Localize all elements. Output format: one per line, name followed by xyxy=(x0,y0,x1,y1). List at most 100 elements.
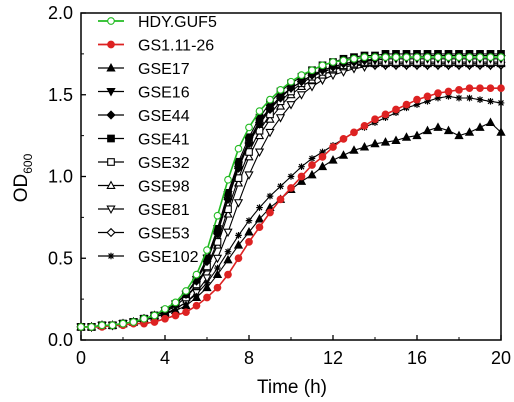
y-tick-label: 2.0 xyxy=(48,3,73,23)
data-point xyxy=(275,101,286,110)
y-tick-label: 0.5 xyxy=(48,248,73,268)
data-point xyxy=(392,53,400,61)
data-point xyxy=(161,305,169,313)
x-axis-ticks: 0 4 8 12 16 20 xyxy=(76,335,511,368)
data-point xyxy=(464,127,475,136)
data-point xyxy=(371,115,379,124)
legend-item: HDY.GUF5 xyxy=(98,14,217,31)
data-point xyxy=(276,195,285,204)
legend-marker xyxy=(106,180,116,189)
legend-item: GS1.11-26 xyxy=(98,38,214,55)
legend-marker xyxy=(107,134,115,143)
data-point xyxy=(329,58,337,66)
data-point xyxy=(318,153,327,161)
data-point xyxy=(497,84,505,93)
series-layer xyxy=(76,50,506,332)
data-point xyxy=(245,238,253,246)
data-point xyxy=(350,54,358,63)
data-point xyxy=(381,53,390,61)
data-point xyxy=(486,53,495,61)
data-point xyxy=(391,135,401,144)
x-tick-label: 0 xyxy=(76,348,86,368)
legend-item: GSE17 xyxy=(98,61,190,78)
data-point xyxy=(476,84,484,93)
legend-item: GSE102 xyxy=(98,249,199,266)
data-point xyxy=(486,84,495,93)
data-point xyxy=(350,128,358,137)
data-point xyxy=(338,150,349,159)
x-tick-label: 12 xyxy=(323,348,343,368)
y-axis-ticks: 0.0 0.5 1.0 1.5 2.0 xyxy=(48,3,86,350)
x-tick-label: 8 xyxy=(244,348,254,368)
data-point xyxy=(423,92,432,101)
data-point xyxy=(286,101,296,110)
data-point xyxy=(485,117,496,126)
data-point xyxy=(254,213,265,223)
data-point xyxy=(296,91,307,100)
data-point xyxy=(497,99,505,107)
x-tick-label: 16 xyxy=(407,348,427,368)
data-point xyxy=(424,97,431,105)
data-point xyxy=(371,53,379,61)
y-axis-label-main: OD xyxy=(11,174,32,203)
data-point xyxy=(476,96,484,103)
data-point xyxy=(454,130,464,140)
data-point xyxy=(434,53,442,61)
data-point xyxy=(87,323,96,331)
data-point xyxy=(192,301,201,310)
data-point xyxy=(308,155,316,162)
legend: HDY.GUF5 GS1.11-26 GSE17 GSE16 GSE44 GSE41 GSE… xyxy=(98,14,217,266)
data-point xyxy=(443,125,454,135)
legend-item: GSE41 xyxy=(98,132,190,149)
data-point xyxy=(380,137,391,146)
data-point xyxy=(297,71,306,79)
data-point xyxy=(359,142,370,151)
data-point xyxy=(265,114,275,123)
data-point xyxy=(298,163,305,170)
data-point xyxy=(266,95,274,104)
data-point xyxy=(496,127,506,136)
data-point xyxy=(255,223,264,232)
data-point xyxy=(224,175,232,184)
legend-label: GSE102 xyxy=(138,249,199,266)
data-point xyxy=(254,117,265,126)
legend-label: GSE17 xyxy=(138,61,190,78)
data-point xyxy=(307,83,317,92)
data-point xyxy=(212,254,223,264)
legend-marker xyxy=(106,62,116,72)
legend-marker xyxy=(106,205,116,215)
data-point xyxy=(402,100,411,109)
legend-marker xyxy=(107,252,115,260)
data-point xyxy=(171,298,180,307)
data-point xyxy=(445,93,452,100)
data-point xyxy=(214,264,221,272)
legend-item: GSE98 xyxy=(98,179,190,196)
data-point xyxy=(212,269,223,279)
data-point xyxy=(319,148,326,156)
data-point xyxy=(466,94,473,102)
data-point xyxy=(202,254,212,264)
data-point xyxy=(182,287,190,295)
legend-label: GS1.11-26 xyxy=(138,38,214,55)
data-point xyxy=(275,114,286,123)
data-point xyxy=(202,282,212,292)
series-GSE17 xyxy=(76,117,506,331)
data-point xyxy=(276,85,285,94)
data-point xyxy=(223,191,233,200)
data-point xyxy=(287,173,295,180)
data-point xyxy=(234,254,243,263)
y-tick-label: 0.0 xyxy=(48,330,73,350)
data-point xyxy=(266,192,274,200)
data-point xyxy=(297,172,306,181)
legend-label: GSE32 xyxy=(138,155,190,172)
data-point xyxy=(329,143,337,151)
data-point xyxy=(203,246,211,254)
data-point xyxy=(413,53,421,61)
data-point xyxy=(296,176,307,185)
series-GSE81 xyxy=(76,61,506,332)
data-point xyxy=(265,128,275,138)
data-point xyxy=(465,84,474,93)
data-point xyxy=(98,321,106,330)
y-axis-label-subscript: 600 xyxy=(21,153,35,173)
